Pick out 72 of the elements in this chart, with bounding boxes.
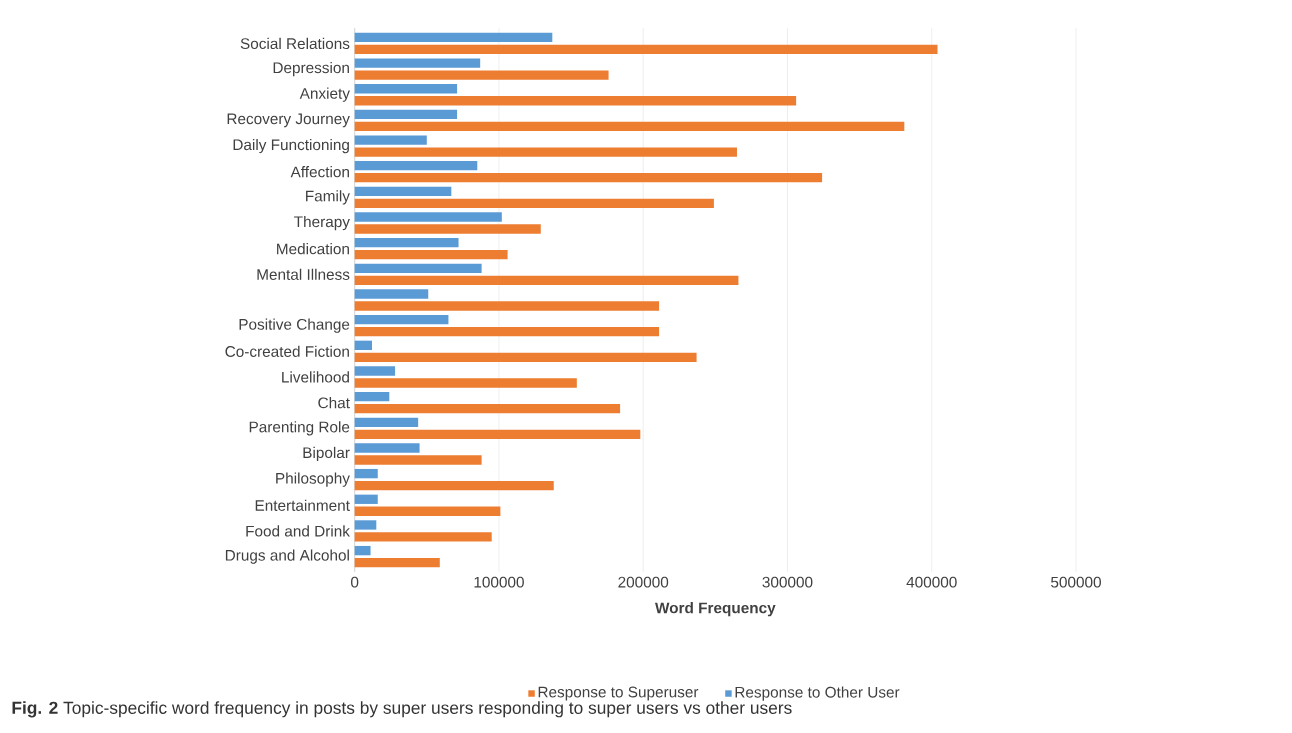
bar	[354, 263, 482, 273]
x-tick-label: 200000	[618, 576, 669, 588]
y-tick-label: Food and Drink	[246, 525, 350, 537]
y-tick-label: Positive Change	[239, 318, 350, 333]
legend-label: Response to Superuser	[538, 686, 699, 701]
bar	[354, 391, 390, 402]
y-tick-label: Livelihood	[282, 371, 349, 383]
bar	[354, 480, 554, 491]
y-tick-label: Entertainment	[255, 499, 350, 511]
y-tick-label: Parenting Role	[249, 421, 350, 436]
y-tick-label: Therapy	[294, 215, 350, 231]
bar	[354, 275, 739, 285]
bar	[354, 403, 621, 414]
bar	[354, 557, 440, 568]
x-tick-label: 500000	[1051, 576, 1101, 588]
bar	[354, 506, 501, 516]
y-tick-label: Chat	[318, 396, 350, 409]
bar	[354, 494, 378, 504]
bar	[354, 301, 660, 311]
y-tick-label: Co-created Fiction	[225, 345, 349, 357]
y-tick-label: Family	[306, 190, 350, 205]
bar	[354, 249, 508, 260]
bar	[354, 224, 541, 234]
bar	[354, 468, 378, 479]
x-axis-title: Word Frequency	[655, 601, 776, 617]
bar	[354, 70, 609, 80]
bar	[354, 32, 553, 42]
bar	[354, 237, 459, 248]
bar	[354, 198, 714, 208]
y-tick-label: Philosophy	[276, 472, 350, 487]
bar	[354, 147, 737, 157]
bar	[354, 95, 797, 106]
bar	[354, 429, 641, 439]
bar	[354, 340, 372, 350]
bar	[354, 326, 660, 337]
bar	[354, 520, 377, 530]
x-tick-label: 300000	[762, 576, 813, 588]
bar	[354, 58, 481, 68]
x-tick-label: 0	[351, 576, 359, 588]
bar	[354, 83, 458, 94]
bar	[354, 44, 938, 54]
bar	[354, 160, 478, 171]
x-tick-label: 400000	[906, 576, 957, 588]
bar	[354, 289, 429, 299]
y-tick-label: Bipolar	[303, 446, 350, 461]
bar	[354, 352, 697, 362]
bar	[354, 532, 492, 542]
bar	[354, 109, 458, 119]
y-tick-label: Anxiety	[299, 87, 350, 102]
text: Fig. 2 Topic-specific word frequency in posts by super users responding to super users vs other users	[12, 701, 792, 718]
y-tick-label: Depression	[273, 61, 349, 77]
legend-label: Response to Other User	[735, 686, 900, 701]
bar	[354, 417, 419, 427]
bar	[354, 443, 420, 453]
y-tick-label: Social Relations	[240, 37, 350, 49]
bar	[354, 121, 905, 131]
bar	[354, 314, 449, 325]
y-tick-label: Drugs and Alcohol	[225, 549, 349, 564]
y-tick-label: Affection	[290, 165, 349, 178]
bar	[354, 212, 502, 222]
x-tick-label: 100000	[474, 576, 524, 588]
bar	[354, 135, 427, 145]
y-tick-label: Medication	[277, 242, 349, 255]
y-tick-label: Recovery Journey	[227, 113, 350, 128]
bar	[354, 545, 371, 556]
bar	[354, 366, 396, 376]
bar	[354, 172, 823, 183]
bar	[354, 378, 577, 388]
y-tick-label: Daily Functioning	[233, 138, 349, 154]
bar	[354, 455, 482, 465]
y-tick-label: Mental Illness	[257, 268, 350, 280]
bar	[354, 186, 452, 196]
